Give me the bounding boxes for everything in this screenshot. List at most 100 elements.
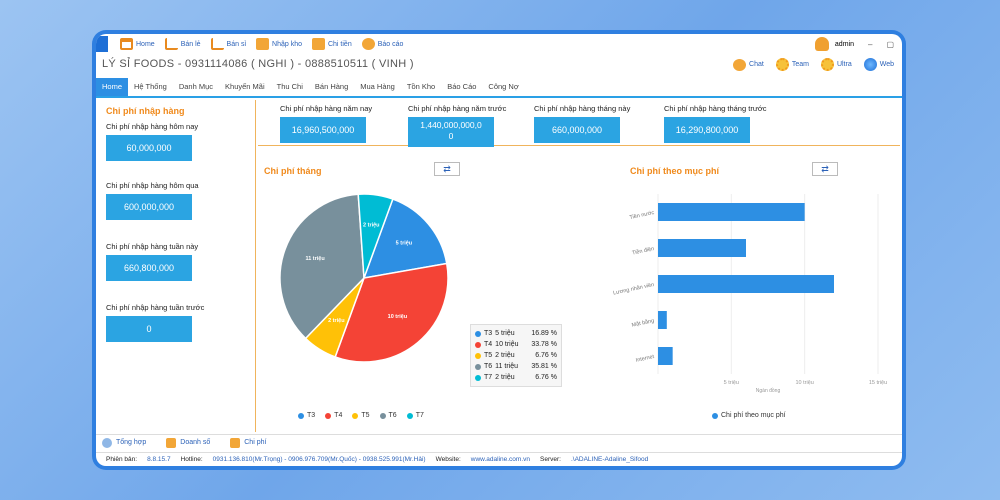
- series-dot: [379, 412, 386, 419]
- series-dot: [475, 352, 481, 359]
- page-title: LÝ SỈ FOODS - 0931114086 ( NGHI ) - 0888…: [102, 58, 414, 70]
- chat-label: Chat: [749, 61, 764, 68]
- tab-danh-muc[interactable]: Danh Mục: [178, 82, 214, 91]
- nav-nhap-kho[interactable]: Nhập kho: [256, 38, 302, 50]
- tooltip-row: T6 11 triệu 35.81 %: [475, 361, 557, 372]
- stat-label-this-week: Chi phí nhập hàng tuần này: [106, 242, 199, 251]
- series-dot: [406, 412, 413, 419]
- tooltip-percent: 6.76 %: [535, 352, 557, 359]
- tab-mua-hang[interactable]: Mua Hàng: [360, 82, 395, 91]
- bar-3: [658, 311, 667, 329]
- x-tick-label: 15 triệu: [869, 380, 887, 386]
- bar-chart-title: Chi phí theo mục phí: [630, 166, 719, 176]
- legend-item-t4[interactable]: T4: [325, 412, 342, 419]
- tab-bao-cao[interactable]: Báo Cáo: [447, 82, 477, 91]
- nav-bao-cao-label: Báo cáo: [377, 40, 404, 48]
- chat-icon: [733, 58, 747, 71]
- x-axis-label: Ngàn đồng: [756, 388, 781, 394]
- hotline-label: Hotline:: [180, 456, 203, 463]
- stat-value-this-week: 660,800,000: [106, 255, 192, 281]
- user-area: admin – ▢: [814, 37, 894, 51]
- legend-label: T4: [334, 412, 343, 419]
- pie-chart: 5 triệu 10 triệu 2 triệu 11 triệu 2 triệu: [279, 193, 449, 363]
- web-link[interactable]: Web: [863, 58, 894, 71]
- nav-bao-cao[interactable]: Báo cáo: [361, 38, 404, 50]
- nav-ban-le[interactable]: Bán lẻ: [164, 38, 201, 50]
- series-dot: [475, 330, 481, 337]
- tab-thu-chi[interactable]: Thu Chi: [276, 82, 303, 91]
- tooltip-row: T4 10 triệu 33.78 %: [475, 339, 557, 350]
- tooltip-name: T5: [484, 352, 493, 359]
- top-toolbar: Home Bán lẻ Bán sỉ Nhập kho Chi tiền Báo…: [96, 34, 902, 54]
- pie-slice-label: 2 triệu: [363, 222, 380, 228]
- bar-legend: Chi phí theo mục phí: [712, 412, 786, 419]
- tooltip-percent: 35.81 %: [531, 363, 557, 370]
- pie-slice-t6: [279, 193, 365, 340]
- tab-cong-no[interactable]: Công Nợ: [488, 82, 519, 91]
- ultra-link[interactable]: Ultra: [820, 58, 852, 71]
- pie-legend: T3 T4 T5 T6 T7: [298, 412, 424, 419]
- pie-chart-title: Chi phí tháng: [264, 166, 322, 176]
- tab-ton-kho[interactable]: Tồn Kho: [406, 82, 436, 91]
- pie-refresh-button[interactable]: ⇄: [434, 162, 460, 176]
- stat-label-today: Chi phí nhập hàng hôm nay: [106, 122, 199, 131]
- tab-he-thong[interactable]: Hệ Thống: [134, 82, 167, 91]
- legend-label: Chi phí theo mục phí: [721, 412, 786, 419]
- team-link[interactable]: Team: [775, 58, 809, 71]
- stat-last-month: Chi phí nhập hàng tháng trước 16,290,800…: [664, 104, 767, 143]
- bottom-tab-doanh-so[interactable]: Doanh số: [166, 437, 211, 448]
- user-name[interactable]: admin: [834, 40, 854, 48]
- legend-label: T3: [307, 412, 316, 419]
- bottom-tab-tong-hop[interactable]: Tổng hợp: [102, 437, 146, 448]
- app-logo: [96, 36, 108, 52]
- bar-0: [658, 203, 805, 221]
- cost-icon: [230, 437, 241, 448]
- nav-ban-le-label: Bán lẻ: [180, 40, 201, 48]
- pie-slice-t4: [334, 262, 449, 363]
- tooltip-label: 2 triệu: [495, 352, 515, 359]
- tab-ban-hang[interactable]: Bán Hàng: [314, 82, 349, 91]
- nav-ban-si[interactable]: Bán sỉ: [210, 38, 247, 50]
- team-icon: [775, 58, 789, 71]
- legend-item-t5[interactable]: T5: [352, 412, 370, 419]
- left-panel: Chi phí nhập hàng Chi phí nhập hàng hôm …: [98, 100, 256, 432]
- version-label: Phiên bản:: [106, 456, 138, 463]
- pie-slice-label: 10 triệu: [388, 314, 408, 320]
- stat-value-today: 60,000,000: [106, 135, 192, 161]
- tooltip-row: T3 5 triệu 16.89 %: [475, 328, 557, 339]
- tooltip-percent: 6.76 %: [535, 374, 557, 381]
- stat-label-month: Chi phí nhập hàng tháng này: [534, 104, 631, 113]
- legend-item-t7[interactable]: T7: [406, 412, 424, 419]
- website-label: Website:: [435, 456, 461, 463]
- bar-category-label: Internet: [635, 354, 655, 364]
- bar-category-label: Tiền nước: [629, 210, 655, 221]
- nav-chi-tien[interactable]: Chi tiền: [311, 38, 352, 50]
- left-panel-title: Chi phí nhập hàng: [106, 106, 185, 116]
- legend-item-t6[interactable]: T6: [379, 412, 397, 419]
- pie-tooltip: T3 5 triệu 16.89 % T4 10 triệu 33.78 % T5 2 t…: [470, 324, 562, 387]
- stat-month: Chi phí nhập hàng tháng này 660,000,000: [534, 104, 630, 143]
- tooltip-percent: 33.78 %: [531, 341, 557, 348]
- minimize-button[interactable]: –: [867, 39, 873, 49]
- bar-refresh-button[interactable]: ⇄: [812, 162, 838, 176]
- bar-category-label: Mặt bằng: [631, 317, 655, 329]
- series-dot: [352, 412, 359, 419]
- chat-link[interactable]: Chat: [733, 58, 764, 71]
- main-area: Chi phí nhập hàng năm nay 16,960,500,000…: [258, 100, 900, 432]
- bottom-tab-chi-phi[interactable]: Chi phí: [230, 437, 266, 448]
- series-dot: [475, 363, 481, 370]
- nav-home[interactable]: Home: [120, 38, 155, 50]
- nav-ban-si-label: Bán sỉ: [226, 40, 247, 48]
- series-dot: [298, 412, 304, 419]
- tab-khuyen-mai[interactable]: Khuyến Mãi: [225, 82, 265, 91]
- legend-item-bar[interactable]: Chi phí theo mục phí: [712, 412, 786, 419]
- legend-item-t3[interactable]: T3: [298, 412, 315, 419]
- series-dot: [712, 412, 718, 419]
- website-link[interactable]: www.adaline.com.vn: [470, 456, 530, 463]
- restore-button[interactable]: ▢: [886, 39, 894, 49]
- tab-home[interactable]: Home: [96, 78, 129, 96]
- series-dot: [475, 374, 481, 381]
- nav-nhap-kho-label: Nhập kho: [272, 40, 302, 48]
- tooltip-label: 5 triệu: [495, 330, 515, 337]
- bottom-tab-label: Doanh số: [180, 439, 211, 446]
